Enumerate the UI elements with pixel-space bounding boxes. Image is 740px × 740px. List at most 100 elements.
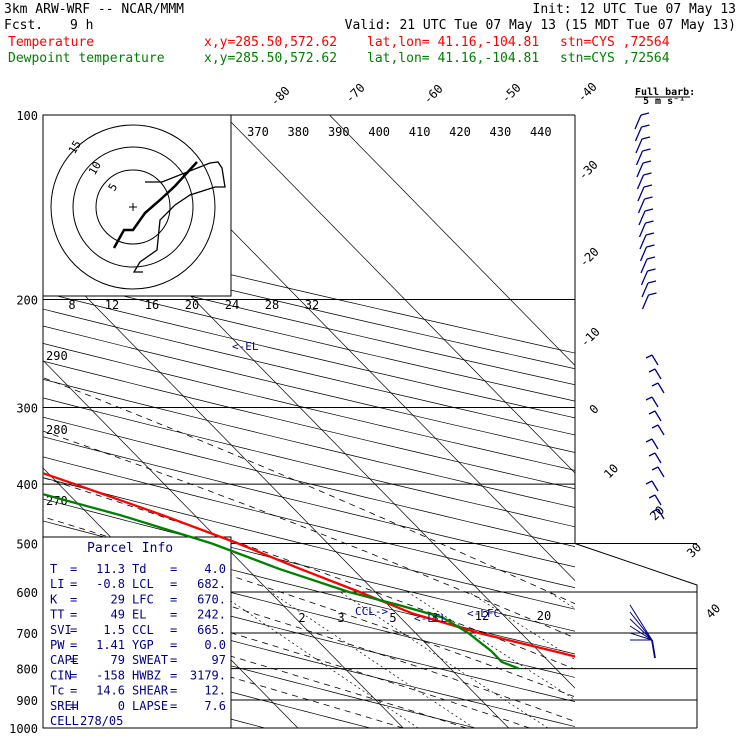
barb-legend-title: Full barb: xyxy=(635,87,695,98)
wind-barb-flag xyxy=(651,424,659,429)
dry-adiabat xyxy=(43,325,575,453)
pressure-tick-label: 500 xyxy=(16,537,38,551)
isotherm-label: -10 xyxy=(578,325,603,350)
barb-panel-border xyxy=(574,542,698,728)
wind-barb-shaft xyxy=(657,508,665,520)
parcel-row-key: EL xyxy=(132,608,146,622)
parcel-row-key: T xyxy=(50,562,57,576)
wind-barb-flag xyxy=(642,160,652,164)
pressure-tick-label: 600 xyxy=(16,586,38,600)
wind-barb-shaft xyxy=(635,150,644,166)
hodograph-ring xyxy=(50,124,216,290)
forecast-label: Fcst. xyxy=(4,18,43,33)
parcel-row-key: LCL xyxy=(132,577,154,591)
theta-e-label: 440 xyxy=(530,125,552,139)
parcel-row-eq: = xyxy=(70,684,77,698)
pressure-tick-label: 400 xyxy=(16,478,38,492)
hodograph-axis-tick: 20 xyxy=(185,298,199,312)
parcel-row-key: CAPE xyxy=(50,653,79,667)
wind-barb-shaft xyxy=(657,466,665,478)
parcel-row-key: SWEAT xyxy=(132,653,168,667)
wind-barb xyxy=(648,494,662,506)
wind-barb-flag xyxy=(647,268,656,272)
pressure-tick-label: 200 xyxy=(16,294,38,308)
wind-barb-flag xyxy=(645,438,653,443)
wind-barb xyxy=(641,292,657,310)
low-level-barb xyxy=(629,604,653,641)
isotherm-line xyxy=(43,359,404,728)
wind-barbs xyxy=(629,112,665,659)
pressure-tick-label: 100 xyxy=(16,109,38,123)
wind-barb-flag xyxy=(645,354,653,359)
wind-barb-flag xyxy=(640,112,650,116)
lcl-annotation: <-LCL xyxy=(414,612,447,625)
parcel-row-eq: = xyxy=(70,577,77,591)
dry-adiabat xyxy=(43,498,575,632)
moist-adiabat xyxy=(43,623,404,728)
pressure-tick-label: 900 xyxy=(16,694,38,708)
hodograph-wind-trace xyxy=(112,161,198,249)
wind-barb xyxy=(651,508,665,520)
wind-barb xyxy=(634,112,650,130)
isotherm-label: -40 xyxy=(575,80,600,105)
wind-barb-shaft xyxy=(654,452,662,464)
parcel-row-eq: = xyxy=(70,562,77,576)
low-level-barb xyxy=(629,611,653,641)
isotherm-label: -50 xyxy=(499,81,524,106)
wind-barb-flag xyxy=(643,172,652,176)
dry-adiabat xyxy=(43,308,575,436)
temperature-station: stn=CYS ,72564 xyxy=(560,35,670,50)
pressure-tick-label: 1000 xyxy=(9,722,38,736)
wind-barb xyxy=(640,268,656,286)
ccl-annotation: CCL-> xyxy=(355,605,388,618)
parcel-row-value: 278/05 xyxy=(80,714,123,728)
parcel-row-eq: = xyxy=(170,577,177,591)
parcel-row-eq: = xyxy=(70,638,77,652)
wind-barb-flag xyxy=(645,232,655,236)
parcel-row-value: 682. xyxy=(197,577,226,591)
isotherm-label: 20 xyxy=(647,503,667,523)
wind-barb-shaft xyxy=(639,246,648,262)
wind-barb-shaft xyxy=(636,162,644,178)
wind-barb-flag xyxy=(647,280,657,284)
wind-barb-flag xyxy=(648,494,656,499)
parcel-row-value: 1.41 xyxy=(96,638,125,652)
dewpoint-legend: Dewpoint temperature xyxy=(8,51,165,66)
parcel-row-value: 49 xyxy=(111,608,125,622)
valid-time: Valid: 21 UTC Tue 07 May 13 (15 MDT Tue … xyxy=(345,18,736,33)
parcel-row-value: 0 xyxy=(118,699,125,713)
parcel-row-value: 1.5 xyxy=(103,623,125,637)
dry-adiabat xyxy=(43,343,575,471)
wind-barb xyxy=(638,208,654,226)
parcel-row-eq: = xyxy=(170,638,177,652)
wind-barb-shaft xyxy=(641,294,650,310)
parcel-row-key: TT xyxy=(50,608,64,622)
parcel-row-eq: = xyxy=(170,562,177,576)
parcel-row-key: SHEAR xyxy=(132,684,169,698)
wind-barb-flag xyxy=(646,256,656,260)
mixing-ratio-label: 12 xyxy=(475,609,489,623)
hodograph-axis-tick: 24 xyxy=(225,298,239,312)
wind-barb-shaft xyxy=(654,410,662,422)
wind-barb-flag xyxy=(651,382,659,387)
hodograph-storm-trace xyxy=(132,161,226,273)
dry-adiabat xyxy=(43,477,575,610)
parcel-row-value: 4.0 xyxy=(204,562,226,576)
parcel-row-eq: = xyxy=(170,668,177,682)
wind-barb-shaft xyxy=(641,282,649,298)
wind-barb-flag xyxy=(651,508,659,513)
mixing-ratio-label: 3 xyxy=(337,611,344,625)
parcel-row-eq: = xyxy=(170,623,177,637)
parcel-info-title: Parcel Info xyxy=(87,541,173,556)
parcel-row-value: 665. xyxy=(197,623,226,637)
parcel-row-eq: = xyxy=(70,623,77,637)
dry-adiabat xyxy=(43,292,575,419)
wind-barb-flag xyxy=(645,220,654,224)
wind-barb-flag xyxy=(646,244,655,248)
hodograph-ring-label: 15 xyxy=(66,138,84,156)
parcel-row-key: YGP xyxy=(132,638,154,652)
mixing-ratio-line xyxy=(217,591,419,728)
wind-barb xyxy=(637,196,653,214)
